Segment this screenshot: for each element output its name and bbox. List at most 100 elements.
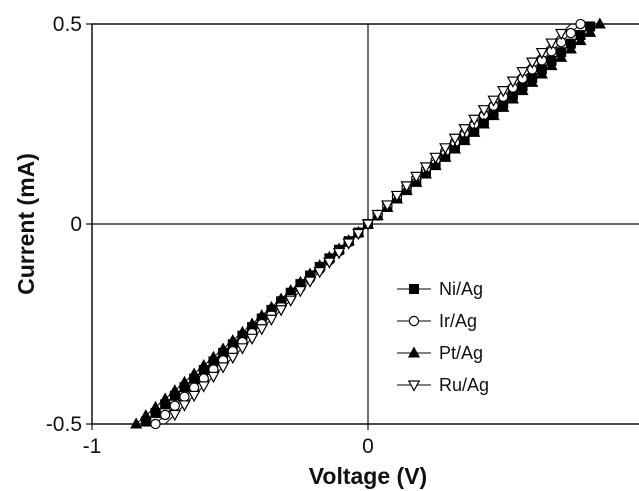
data-point [187, 390, 201, 403]
legend-marker [408, 315, 420, 327]
data-point [207, 350, 220, 362]
data-point [236, 343, 249, 355]
data-point [554, 28, 568, 41]
legend-item: Ir/Ag [397, 311, 477, 331]
data-point [159, 409, 171, 421]
series-pt-ag [130, 17, 606, 429]
data-point [497, 100, 510, 112]
data-point [150, 418, 161, 430]
data-point [246, 317, 259, 329]
data-point [217, 342, 230, 354]
data-point [526, 57, 539, 69]
data-point [265, 300, 278, 312]
data-point [361, 219, 375, 231]
data-point [197, 381, 210, 393]
data-point [535, 47, 549, 60]
x-axis-ticks: -101 [83, 424, 639, 458]
data-point [448, 133, 462, 146]
series-layer [130, 17, 606, 430]
data-point [545, 38, 558, 50]
data-point [179, 391, 190, 402]
data-point [226, 352, 239, 365]
data-point [439, 143, 452, 155]
legend-label: Ru/Ag [439, 375, 489, 395]
data-point [168, 409, 182, 422]
data-point [255, 324, 268, 336]
legend-item: Ru/Ag [397, 375, 489, 395]
data-point [439, 150, 452, 162]
legend: Ni/Ag Ir/Ag Pt/Ag Ru/Ag [397, 279, 489, 395]
data-point [274, 305, 288, 317]
data-point [555, 50, 568, 62]
data-point [429, 159, 442, 171]
data-point [197, 359, 210, 371]
data-point [390, 190, 404, 203]
data-point [284, 284, 297, 296]
legend-marker [407, 346, 421, 358]
data-point [294, 286, 307, 298]
data-point [323, 257, 336, 269]
data-point [178, 375, 191, 387]
data-point [593, 17, 606, 29]
data-point [159, 392, 172, 404]
data-point [468, 114, 481, 126]
data-point [207, 371, 220, 384]
data-point [506, 92, 519, 104]
data-point [575, 18, 586, 30]
data-point [458, 134, 471, 146]
data-point [458, 124, 471, 136]
data-point [275, 292, 288, 304]
data-point [468, 125, 481, 137]
x-tick-label: -1 [83, 435, 102, 458]
data-point [516, 67, 529, 79]
data-point [139, 409, 152, 421]
data-point [477, 105, 491, 117]
data-point [564, 42, 577, 54]
data-point [410, 171, 423, 184]
data-point [535, 67, 548, 79]
data-point [526, 75, 539, 87]
y-tick-label: -0.5 [46, 413, 82, 436]
data-point [371, 209, 384, 222]
legend-marker [407, 380, 421, 392]
data-point [429, 152, 442, 165]
data-point [236, 325, 249, 337]
series-ru-ag [164, 23, 572, 425]
y-axis-title: Current (mA) [13, 153, 39, 295]
data-point [313, 267, 326, 279]
data-point [245, 333, 259, 346]
x-axis-title: Voltage (V) [309, 463, 427, 489]
data-point [178, 400, 191, 412]
legend-label: Ir/Ag [439, 311, 477, 331]
data-point [226, 334, 239, 346]
legend-label: Pt/Ag [439, 343, 483, 363]
data-point [332, 247, 346, 260]
data-point [487, 109, 500, 121]
data-point [265, 314, 278, 326]
legend-item: Pt/Ag [397, 343, 483, 363]
data-point [516, 84, 529, 96]
data-point [574, 34, 587, 46]
data-point [352, 228, 365, 241]
legend-label: Ni/Ag [439, 279, 483, 299]
data-point [419, 162, 433, 174]
data-point [130, 417, 143, 429]
x-tick-label: 0 [362, 435, 374, 458]
data-point [565, 27, 577, 39]
data-point [149, 400, 162, 412]
data-point [168, 384, 181, 396]
data-point [487, 95, 500, 107]
y-tick-label: 0 [70, 213, 82, 236]
data-point [584, 25, 597, 37]
data-point [216, 362, 230, 374]
data-point [188, 367, 201, 379]
data-point [448, 142, 461, 154]
data-point [284, 295, 297, 307]
y-tick-label: 0.5 [53, 13, 82, 36]
data-point [342, 238, 355, 250]
data-point [477, 117, 490, 129]
data-point [169, 400, 180, 412]
y-axis-ticks: -0.5 0 0.5 [46, 13, 92, 436]
data-point [545, 59, 558, 71]
